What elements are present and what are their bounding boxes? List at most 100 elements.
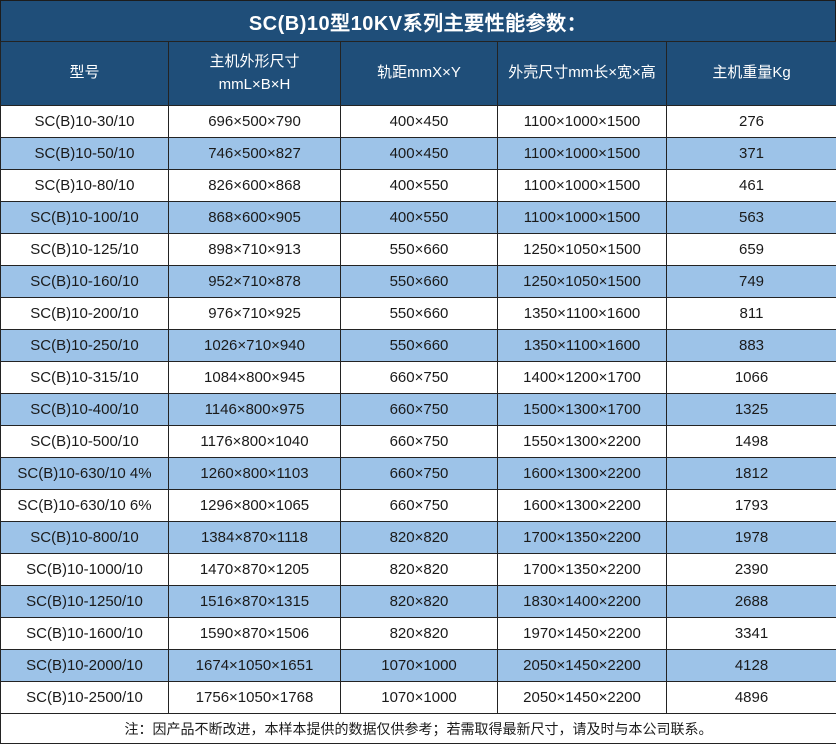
cell-main-dimensions: 1516×870×1315 bbox=[169, 586, 341, 618]
cell-shell-dimensions: 1350×1100×1600 bbox=[498, 330, 667, 362]
cell-model: SC(B)10-630/10 6% bbox=[1, 490, 169, 522]
cell-main-dimensions: 1026×710×940 bbox=[169, 330, 341, 362]
cell-model: SC(B)10-200/10 bbox=[1, 298, 169, 330]
cell-shell-dimensions: 2050×1450×2200 bbox=[498, 682, 667, 714]
cell-weight: 371 bbox=[667, 138, 836, 170]
cell-shell-dimensions: 1100×1000×1500 bbox=[498, 138, 667, 170]
note-row: 注：因产品不断改进，本样本提供的数据仅供参考；若需取得最新尺寸，请及时与本公司联… bbox=[1, 714, 836, 744]
page-title: SC(B)10型10KV系列主要性能参数： bbox=[0, 0, 836, 41]
cell-main-dimensions: 1470×870×1205 bbox=[169, 554, 341, 586]
cell-model: SC(B)10-2000/10 bbox=[1, 650, 169, 682]
cell-rail-gauge: 820×820 bbox=[341, 618, 498, 650]
cell-main-dimensions: 1384×870×1118 bbox=[169, 522, 341, 554]
cell-rail-gauge: 550×660 bbox=[341, 266, 498, 298]
cell-model: SC(B)10-1250/10 bbox=[1, 586, 169, 618]
cell-weight: 461 bbox=[667, 170, 836, 202]
cell-rail-gauge: 400×550 bbox=[341, 202, 498, 234]
cell-rail-gauge: 820×820 bbox=[341, 586, 498, 618]
cell-shell-dimensions: 2050×1450×2200 bbox=[498, 650, 667, 682]
cell-main-dimensions: 1260×800×1103 bbox=[169, 458, 341, 490]
cell-shell-dimensions: 1600×1300×2200 bbox=[498, 458, 667, 490]
cell-main-dimensions: 1146×800×975 bbox=[169, 394, 341, 426]
cell-rail-gauge: 660×750 bbox=[341, 426, 498, 458]
cell-rail-gauge: 400×450 bbox=[341, 106, 498, 138]
cell-rail-gauge: 1070×1000 bbox=[341, 650, 498, 682]
cell-model: SC(B)10-2500/10 bbox=[1, 682, 169, 714]
cell-weight: 659 bbox=[667, 234, 836, 266]
cell-weight: 4896 bbox=[667, 682, 836, 714]
col-header-shell-dimensions: 外壳尺寸mm长×宽×高 bbox=[498, 42, 667, 106]
cell-shell-dimensions: 1970×1450×2200 bbox=[498, 618, 667, 650]
col-header-label-line2: mmL×B×H bbox=[170, 74, 339, 97]
col-header-label-line1: 主机外形尺寸 bbox=[170, 51, 339, 74]
cell-rail-gauge: 400×450 bbox=[341, 138, 498, 170]
cell-shell-dimensions: 1250×1050×1500 bbox=[498, 234, 667, 266]
col-header-label: 外壳尺寸mm长×宽×高 bbox=[499, 62, 665, 85]
cell-rail-gauge: 660×750 bbox=[341, 490, 498, 522]
col-header-label: 轨距mmX×Y bbox=[342, 62, 496, 85]
col-header-rail-gauge: 轨距mmX×Y bbox=[341, 42, 498, 106]
cell-main-dimensions: 898×710×913 bbox=[169, 234, 341, 266]
cell-model: SC(B)10-30/10 bbox=[1, 106, 169, 138]
cell-shell-dimensions: 1100×1000×1500 bbox=[498, 106, 667, 138]
cell-shell-dimensions: 1400×1200×1700 bbox=[498, 362, 667, 394]
cell-shell-dimensions: 1600×1300×2200 bbox=[498, 490, 667, 522]
cell-shell-dimensions: 1830×1400×2200 bbox=[498, 586, 667, 618]
cell-shell-dimensions: 1700×1350×2200 bbox=[498, 554, 667, 586]
cell-weight: 1325 bbox=[667, 394, 836, 426]
cell-model: SC(B)10-630/10 4% bbox=[1, 458, 169, 490]
cell-shell-dimensions: 1700×1350×2200 bbox=[498, 522, 667, 554]
cell-model: SC(B)10-80/10 bbox=[1, 170, 169, 202]
cell-weight: 2688 bbox=[667, 586, 836, 618]
cell-rail-gauge: 660×750 bbox=[341, 362, 498, 394]
cell-shell-dimensions: 1350×1100×1600 bbox=[498, 298, 667, 330]
cell-model: SC(B)10-125/10 bbox=[1, 234, 169, 266]
cell-model: SC(B)10-100/10 bbox=[1, 202, 169, 234]
cell-rail-gauge: 400×550 bbox=[341, 170, 498, 202]
cell-model: SC(B)10-800/10 bbox=[1, 522, 169, 554]
spec-sheet: SC(B)10型10KV系列主要性能参数： 型号 主机外形尺寸 mmL×B×H … bbox=[0, 0, 836, 705]
cell-main-dimensions: 746×500×827 bbox=[169, 138, 341, 170]
cell-shell-dimensions: 1100×1000×1500 bbox=[498, 202, 667, 234]
cell-main-dimensions: 1296×800×1065 bbox=[169, 490, 341, 522]
col-header-main-dimensions: 主机外形尺寸 mmL×B×H bbox=[169, 42, 341, 106]
cell-shell-dimensions: 1100×1000×1500 bbox=[498, 170, 667, 202]
cell-model: SC(B)10-315/10 bbox=[1, 362, 169, 394]
cell-weight: 1978 bbox=[667, 522, 836, 554]
cell-weight: 563 bbox=[667, 202, 836, 234]
cell-weight: 1812 bbox=[667, 458, 836, 490]
cell-weight: 883 bbox=[667, 330, 836, 362]
cell-main-dimensions: 696×500×790 bbox=[169, 106, 341, 138]
cell-model: SC(B)10-160/10 bbox=[1, 266, 169, 298]
col-header-label: 主机重量Kg bbox=[668, 62, 835, 85]
cell-rail-gauge: 820×820 bbox=[341, 522, 498, 554]
cell-weight: 1066 bbox=[667, 362, 836, 394]
footer-note: 注：因产品不断改进，本样本提供的数据仅供参考；若需取得最新尺寸，请及时与本公司联… bbox=[1, 714, 836, 744]
cell-rail-gauge: 550×660 bbox=[341, 298, 498, 330]
cell-main-dimensions: 976×710×925 bbox=[169, 298, 341, 330]
cell-main-dimensions: 826×600×868 bbox=[169, 170, 341, 202]
cell-model: SC(B)10-1600/10 bbox=[1, 618, 169, 650]
header-row: 型号 主机外形尺寸 mmL×B×H 轨距mmX×Y 外壳尺寸mm长×宽×高 主机… bbox=[1, 42, 836, 106]
cell-shell-dimensions: 1250×1050×1500 bbox=[498, 266, 667, 298]
cell-main-dimensions: 1590×870×1506 bbox=[169, 618, 341, 650]
cell-weight: 1793 bbox=[667, 490, 836, 522]
cell-main-dimensions: 1674×1050×1651 bbox=[169, 650, 341, 682]
cell-model: SC(B)10-1000/10 bbox=[1, 554, 169, 586]
cell-rail-gauge: 550×660 bbox=[341, 330, 498, 362]
spec-table: 型号 主机外形尺寸 mmL×B×H 轨距mmX×Y 外壳尺寸mm长×宽×高 主机… bbox=[0, 41, 836, 744]
